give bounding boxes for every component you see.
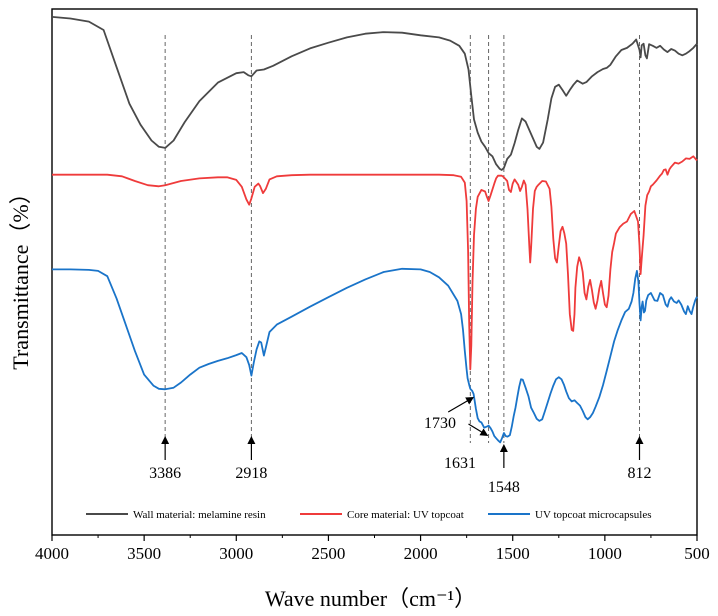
annotation-label-812: 812: [628, 465, 652, 482]
x-tick-label: 2500: [311, 544, 345, 563]
peak-annotations: 3386 2918 1548 812 1730 1631: [149, 396, 652, 496]
legend-label-1: Wall material: melamine resin: [133, 509, 266, 521]
legend-label-3: UV topcoat microcapsules: [535, 509, 652, 521]
x-tick-label: 500: [684, 544, 710, 563]
series-line-3: [52, 267, 698, 444]
annotation-label-3386: 3386: [149, 465, 181, 482]
annotation-arrow: [447, 396, 475, 413]
series-line-2: [52, 155, 698, 371]
annotation-label-1631: 1631: [444, 455, 476, 472]
x-tick-label: 4000: [35, 544, 69, 563]
plot-frame: [51, 8, 698, 536]
x-tick-label: 1500: [496, 544, 530, 563]
spectra-series: [51, 16, 698, 444]
x-axis: 4000 3500 3000 2500 2000 1500 1000 500: [35, 535, 710, 563]
x-tick-label: 3500: [127, 544, 161, 563]
x-axis-label: Wave number（cm⁻¹）: [265, 586, 476, 611]
series-line-1: [51, 16, 698, 171]
annotation-arrow: [468, 423, 489, 437]
reference-lines: [164, 35, 641, 443]
legend-label-2: Core material: UV topcoat: [347, 509, 464, 521]
x-tick-label: 3000: [219, 544, 253, 563]
y-axis-label: Transmittance（%）: [8, 182, 33, 369]
x-tick-label: 2000: [404, 544, 438, 563]
annotation-label-1548: 1548: [488, 479, 520, 496]
legend: Wall material: melamine resin Core materi…: [86, 509, 652, 521]
annotation-label-2918: 2918: [235, 465, 267, 482]
x-tick-label: 1000: [588, 544, 622, 563]
annotation-label-1730: 1730: [424, 415, 456, 432]
